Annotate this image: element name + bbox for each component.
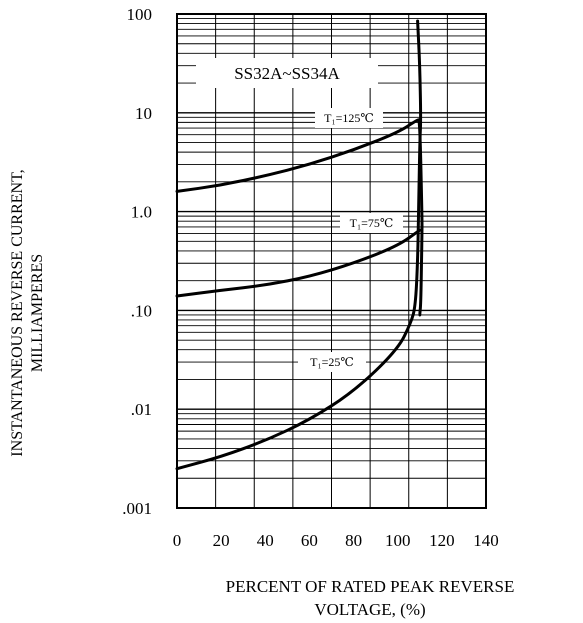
label-layer: SS32A~SS34A T₁=125℃ T₁=75℃ T₁=25℃ <box>196 58 403 372</box>
series-label-tj-125c-background <box>315 108 383 128</box>
x-tick-label: 120 <box>429 531 455 550</box>
x-tick-label: 0 <box>173 531 182 550</box>
x-tick-label: 80 <box>345 531 362 550</box>
x-tick-label: 60 <box>301 531 318 550</box>
series-tj-25c <box>175 19 423 471</box>
y-tick-label: .001 <box>122 499 152 518</box>
series-layer <box>175 19 424 471</box>
series-tj-125c <box>175 118 424 317</box>
y-tick-label: .10 <box>131 301 152 320</box>
y-tick-label: .01 <box>131 400 152 419</box>
y-tick-label: 1.0 <box>131 203 152 222</box>
chart-title-background <box>196 58 378 88</box>
y-axis-label-line-1: INSTANTANEOUS REVERSE CURRENT, <box>9 169 26 456</box>
x-axis-label-line-2: VOLTAGE, (%) <box>314 600 425 619</box>
y-axis-label-line-2: MILLIAMPERES <box>29 254 46 372</box>
series-label-tj-125c: T₁=125℃ <box>324 111 374 125</box>
series-tj-75c <box>175 228 422 298</box>
y-tick-label: 10 <box>135 104 152 123</box>
series-label-tj-75c-background <box>340 213 403 233</box>
series-label-tj-25c: T₁=25℃ <box>310 355 354 369</box>
plot-frame <box>176 13 487 509</box>
x-tick-label: 100 <box>385 531 411 550</box>
x-tick-label: 140 <box>473 531 499 550</box>
axis-layer: 0 20 40 60 80 100 120 140 .001 .01 .10 1.0 10 100 <box>122 5 499 550</box>
x-tick-label: 20 <box>213 531 230 550</box>
x-tick-label: 40 <box>257 531 274 550</box>
x-axis-label-line-1: PERCENT OF RATED PEAK REVERSE <box>226 577 515 596</box>
series-label-tj-25c-background <box>298 352 366 372</box>
y-tick-label: 100 <box>127 5 153 24</box>
grid <box>177 14 486 508</box>
series-label-tj-75c: T₁=75℃ <box>350 216 394 230</box>
chart-title: SS32A~SS34A <box>234 64 340 83</box>
